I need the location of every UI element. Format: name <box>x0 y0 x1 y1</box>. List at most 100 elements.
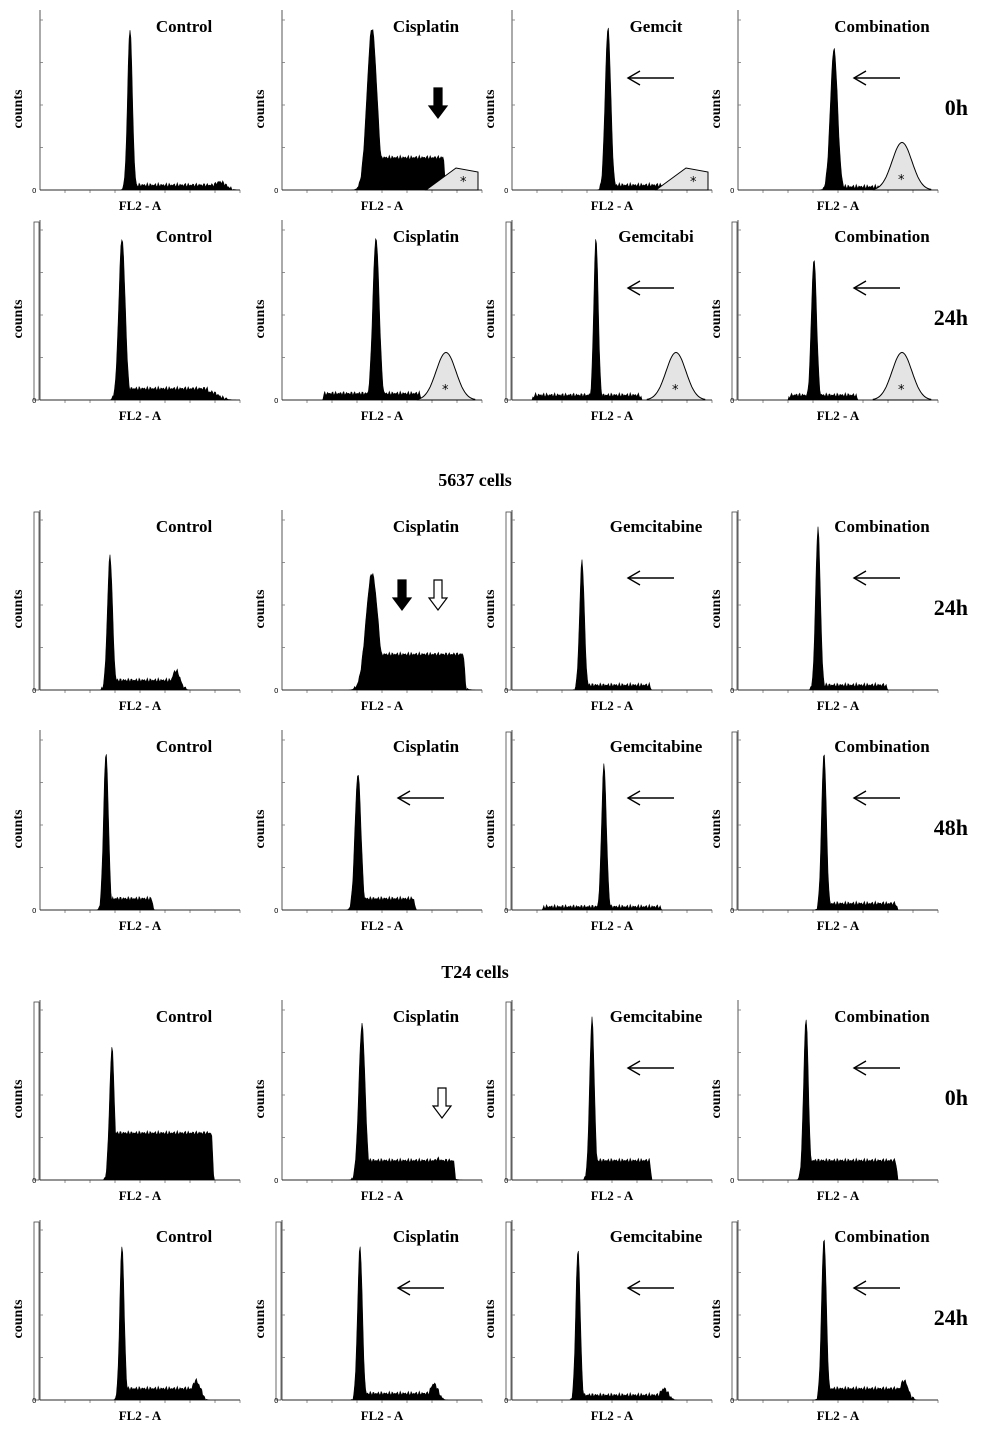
y-axis-label: counts <box>11 809 26 848</box>
y-scale-bar <box>505 731 512 911</box>
x-axis-label: FL2 - A <box>817 918 860 933</box>
tick-label: 0 <box>32 907 36 915</box>
y-scale-bar <box>505 511 512 691</box>
panel-title: Control <box>156 1227 213 1246</box>
y-axis-label: counts <box>253 1299 268 1338</box>
histogram-area <box>512 763 712 911</box>
cell-line-label: T24 cells <box>441 962 509 982</box>
panel-title: Control <box>156 737 213 756</box>
tick-label: 0 <box>504 687 508 695</box>
y-axis-label: counts <box>11 589 26 628</box>
x-axis-label: FL2 - A <box>591 1408 634 1423</box>
histogram-panel: 0 Control counts FL2 - A <box>11 10 241 213</box>
histogram-panel: 0 Gemcitabine counts FL2 - A <box>483 510 713 713</box>
y-axis-label: counts <box>253 89 268 128</box>
time-point-label: 24h <box>934 595 968 620</box>
tick-label: 0 <box>274 1397 278 1405</box>
solid-down-arrow <box>427 87 449 119</box>
tick-label: 0 <box>730 907 734 915</box>
y-scale-bar <box>731 1221 738 1401</box>
arrow-head <box>626 70 641 86</box>
histogram-panel: 0 Combination counts FL2 - A <box>709 1220 939 1423</box>
y-axis-label: counts <box>253 299 268 338</box>
histogram-area <box>738 1239 938 1401</box>
tick-label: 0 <box>32 187 36 195</box>
y-axis-label: counts <box>709 809 724 848</box>
y-axis-label: counts <box>483 299 498 338</box>
histogram-area <box>40 554 240 691</box>
y-axis-label: counts <box>709 299 724 338</box>
x-axis-label: FL2 - A <box>119 918 162 933</box>
x-axis-label: FL2 - A <box>591 698 634 713</box>
y-scale-bar <box>505 1221 512 1401</box>
tick-label: 0 <box>32 687 36 695</box>
hollow-down-arrow <box>431 1087 453 1119</box>
histogram-area <box>512 1250 712 1401</box>
histogram-area <box>738 526 938 691</box>
x-axis-label: FL2 - A <box>361 198 404 213</box>
x-axis-label: FL2 - A <box>361 698 404 713</box>
histogram-panel: 0 Combination counts FL2 - A <box>709 510 939 713</box>
time-point-label: 48h <box>934 815 968 840</box>
tick-label: 0 <box>274 1177 278 1185</box>
asterisk-marker: * <box>460 175 467 190</box>
tick-label: 0 <box>504 1397 508 1405</box>
arrow-head <box>626 1060 641 1076</box>
histogram-panel: 0 Control counts FL2 - A <box>11 510 241 713</box>
x-axis-label: FL2 - A <box>119 698 162 713</box>
x-axis-label: FL2 - A <box>361 1408 404 1423</box>
panel-title: Combination <box>834 517 930 536</box>
panel-title: Gemcitabi <box>618 227 694 246</box>
arrow-head <box>626 790 641 806</box>
gated-region <box>872 351 932 401</box>
y-axis-label: counts <box>253 809 268 848</box>
histogram-panel: 0 * Combination counts FL2 - A <box>709 220 939 423</box>
x-axis-label: FL2 - A <box>119 198 162 213</box>
x-axis-label: FL2 - A <box>361 408 404 423</box>
gated-region <box>654 167 709 191</box>
x-axis-label: FL2 - A <box>817 1408 860 1423</box>
histogram-panel: 0 * Gemcitabi counts FL2 - A <box>483 220 713 423</box>
histogram-panel: 0 * Gemcit counts FL2 - A <box>483 10 713 213</box>
tick-label: 0 <box>274 687 278 695</box>
panel-title: Cisplatin <box>393 737 460 756</box>
panel-title: Gemcitabine <box>610 737 703 756</box>
arrow-head <box>852 570 867 586</box>
histogram-panel: 0 Control counts FL2 - A <box>11 730 241 933</box>
histogram-panel: 0 Combination counts FL2 - A <box>709 1000 939 1203</box>
histogram-panel: 0 Gemcitabine counts FL2 - A <box>483 730 713 933</box>
tick-label: 0 <box>730 1177 734 1185</box>
tick-label: 0 <box>274 397 278 405</box>
tick-label: 0 <box>274 907 278 915</box>
panel-title: Cisplatin <box>393 17 460 36</box>
arrow-head <box>852 280 867 296</box>
x-axis-label: FL2 - A <box>817 698 860 713</box>
y-axis-label: counts <box>483 1079 498 1118</box>
histogram-area <box>738 754 938 911</box>
x-axis-label: FL2 - A <box>119 408 162 423</box>
y-scale-bar <box>731 731 738 911</box>
y-axis-label: counts <box>483 809 498 848</box>
panel-title: Cisplatin <box>393 227 460 246</box>
histogram-panel: 0 Gemcitabine counts FL2 - A <box>483 1220 713 1423</box>
time-point-label: 0h <box>945 95 968 120</box>
panel-title: Control <box>156 517 213 536</box>
tick-label: 0 <box>730 187 734 195</box>
asterisk-marker: * <box>898 173 905 188</box>
time-point-label: 0h <box>945 1085 968 1110</box>
arrow-head <box>852 1060 867 1076</box>
asterisk-marker: * <box>690 175 697 190</box>
x-axis-label: FL2 - A <box>591 918 634 933</box>
histogram-area <box>282 29 482 191</box>
y-axis-label: counts <box>483 589 498 628</box>
panel-title: Combination <box>834 1227 930 1246</box>
y-axis-label: counts <box>11 299 26 338</box>
histogram-panel: 0 Gemcitabine counts FL2 - A <box>483 1000 713 1203</box>
panel-title: Gemcitabine <box>610 517 703 536</box>
x-axis-label: FL2 - A <box>591 1188 634 1203</box>
arrow-head <box>626 280 641 296</box>
panel-title: Combination <box>834 227 930 246</box>
tick-label: 0 <box>730 1397 734 1405</box>
panel-title: Gemcitabine <box>610 1007 703 1026</box>
